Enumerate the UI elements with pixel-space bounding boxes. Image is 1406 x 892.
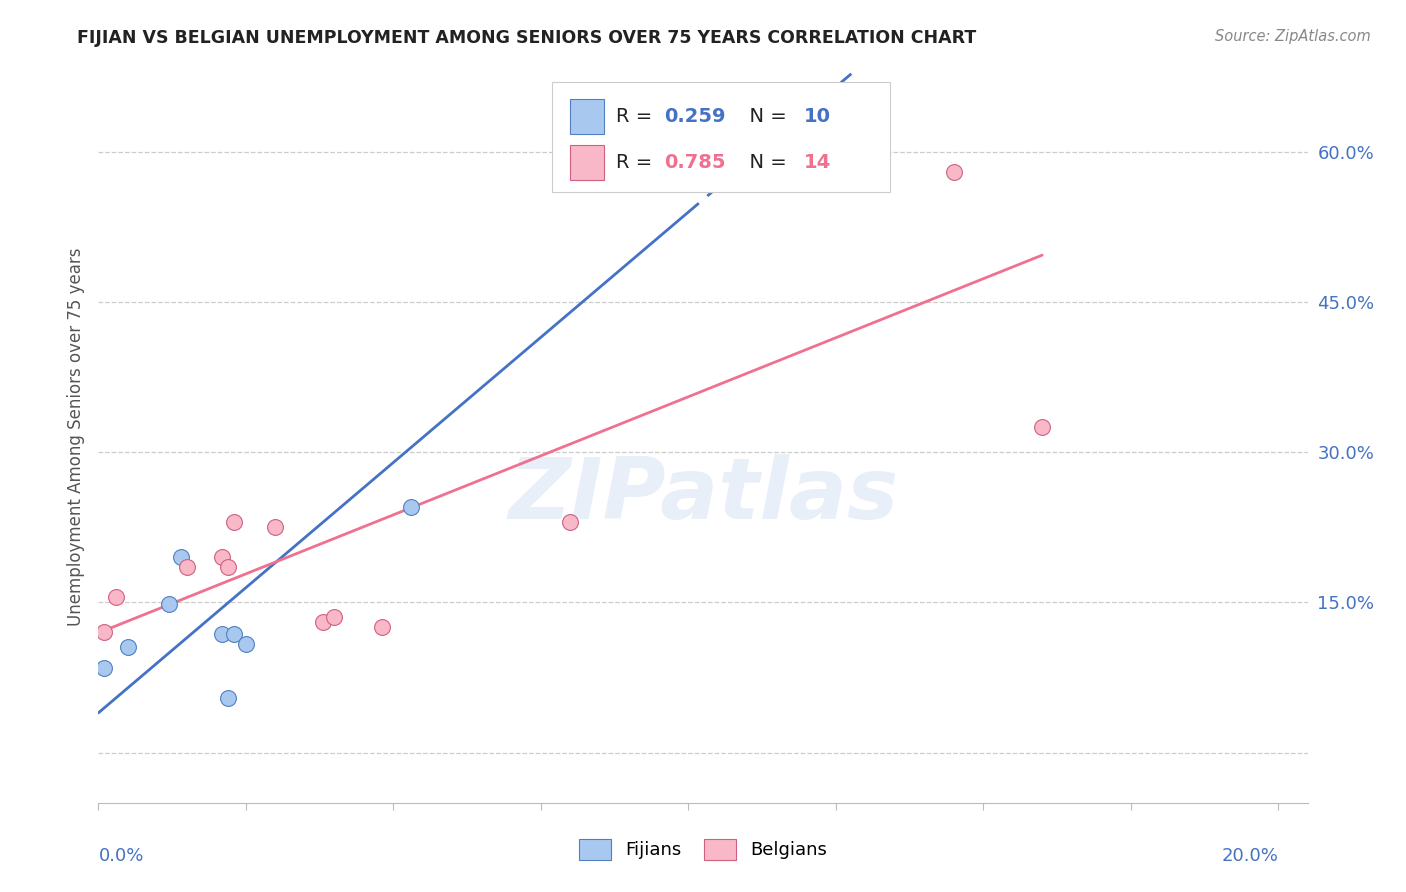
Text: 0.785: 0.785 bbox=[664, 153, 725, 172]
Text: R =: R = bbox=[616, 153, 658, 172]
Point bbox=[222, 627, 245, 641]
Point bbox=[211, 627, 233, 641]
Point bbox=[117, 640, 139, 655]
Point bbox=[176, 560, 198, 574]
Point bbox=[157, 598, 180, 612]
Point bbox=[235, 638, 257, 652]
Point bbox=[942, 164, 965, 178]
Point bbox=[93, 625, 115, 640]
Point bbox=[217, 560, 239, 574]
Point bbox=[1031, 420, 1053, 434]
Text: R =: R = bbox=[616, 107, 658, 126]
Point bbox=[370, 620, 392, 634]
Point bbox=[105, 591, 128, 605]
Text: 14: 14 bbox=[803, 153, 831, 172]
Text: Source: ZipAtlas.com: Source: ZipAtlas.com bbox=[1215, 29, 1371, 44]
Point bbox=[170, 550, 193, 565]
Legend: Fijians, Belgians: Fijians, Belgians bbox=[571, 831, 835, 867]
Y-axis label: Unemployment Among Seniors over 75 years: Unemployment Among Seniors over 75 years bbox=[66, 248, 84, 626]
FancyBboxPatch shape bbox=[569, 145, 603, 180]
Point bbox=[217, 690, 239, 705]
Text: 20.0%: 20.0% bbox=[1222, 847, 1278, 864]
Text: N =: N = bbox=[737, 153, 793, 172]
Point bbox=[264, 520, 287, 534]
Text: 10: 10 bbox=[803, 107, 831, 126]
Text: 0.0%: 0.0% bbox=[98, 847, 143, 864]
Point bbox=[93, 660, 115, 674]
Point bbox=[222, 515, 245, 529]
Point bbox=[323, 610, 346, 624]
Text: 0.259: 0.259 bbox=[664, 107, 725, 126]
Text: ZIPatlas: ZIPatlas bbox=[508, 454, 898, 537]
Point bbox=[311, 615, 333, 630]
FancyBboxPatch shape bbox=[551, 82, 890, 192]
FancyBboxPatch shape bbox=[569, 99, 603, 135]
Point bbox=[211, 550, 233, 565]
Point bbox=[765, 145, 787, 159]
Text: N =: N = bbox=[737, 107, 793, 126]
Point bbox=[399, 500, 422, 515]
Point bbox=[678, 145, 700, 159]
Text: FIJIAN VS BELGIAN UNEMPLOYMENT AMONG SENIORS OVER 75 YEARS CORRELATION CHART: FIJIAN VS BELGIAN UNEMPLOYMENT AMONG SEN… bbox=[77, 29, 977, 46]
Point bbox=[560, 515, 582, 529]
